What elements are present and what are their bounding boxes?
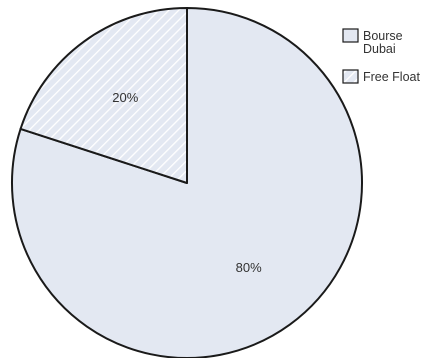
pie-slice-labels: 80% 20% [112, 90, 262, 275]
slice-label-bourse-dubai: 80% [236, 260, 262, 275]
legend-label-free-float: Free Float [363, 70, 420, 84]
pie-slices [11, 7, 363, 358]
slice-label-free-float: 20% [112, 90, 138, 105]
legend-swatch-free-float [342, 69, 359, 84]
legend: Bourse Dubai Free Float [342, 28, 420, 84]
legend-swatch-bourse-dubai [342, 28, 359, 43]
pie-slice-free-float [19, 7, 188, 184]
legend-label-bourse-dubai: Bourse Dubai [363, 29, 403, 56]
